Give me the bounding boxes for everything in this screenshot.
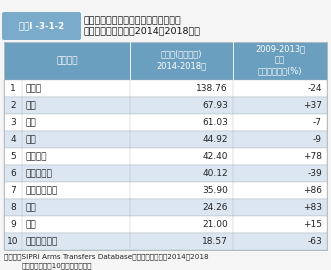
Text: -63: -63 [307, 237, 322, 246]
Text: 9: 9 [10, 220, 16, 229]
Text: -24: -24 [307, 84, 322, 93]
Text: 日本: 日本 [25, 220, 36, 229]
Text: シンガポール: シンガポール [25, 237, 57, 246]
Text: +86: +86 [303, 186, 322, 195]
FancyBboxPatch shape [4, 42, 327, 80]
Text: 21.00: 21.00 [202, 220, 228, 229]
FancyBboxPatch shape [4, 216, 327, 233]
Text: 2014-2018年: 2014-2018年 [157, 62, 207, 70]
Text: との: との [275, 56, 285, 65]
Text: アジア・大洋州における主要通常兵器: アジア・大洋州における主要通常兵器 [84, 16, 182, 25]
Text: +78: +78 [303, 152, 322, 161]
Text: 7: 7 [10, 186, 16, 195]
Text: 67.93: 67.93 [202, 101, 228, 110]
Text: パキスタン: パキスタン [25, 169, 52, 178]
Text: 豪州: 豪州 [25, 101, 36, 110]
Text: -7: -7 [313, 118, 322, 127]
Text: 44.92: 44.92 [203, 135, 228, 144]
Text: +83: +83 [303, 203, 322, 212]
Text: 2: 2 [10, 101, 16, 110]
Text: （注）「SIPRI Arms Transfers Database」をもとに作成。2014～2018: （注）「SIPRI Arms Transfers Database」をもとに作成… [4, 253, 209, 260]
Text: 4: 4 [10, 135, 16, 144]
FancyBboxPatch shape [4, 165, 327, 182]
Text: 42.40: 42.40 [203, 152, 228, 161]
Text: 韓国: 韓国 [25, 135, 36, 144]
Text: 輸入額(億米ドル): 輸入額(億米ドル) [161, 49, 202, 59]
Text: 2009-2013年: 2009-2013年 [255, 45, 305, 53]
FancyBboxPatch shape [4, 97, 327, 114]
Text: 台湾: 台湾 [25, 203, 36, 212]
Text: 61.03: 61.03 [202, 118, 228, 127]
Text: -39: -39 [307, 169, 322, 178]
Text: 24.26: 24.26 [203, 203, 228, 212]
Text: 35.90: 35.90 [202, 186, 228, 195]
Text: 138.76: 138.76 [196, 84, 228, 93]
FancyBboxPatch shape [4, 148, 327, 165]
FancyBboxPatch shape [4, 114, 327, 131]
Text: ベトナム: ベトナム [25, 152, 46, 161]
Text: インドネシア: インドネシア [25, 186, 57, 195]
Text: 6: 6 [10, 169, 16, 178]
Text: 図表Ⅰ -3-1-2: 図表Ⅰ -3-1-2 [19, 22, 64, 31]
FancyBboxPatch shape [2, 12, 81, 40]
FancyBboxPatch shape [4, 80, 327, 97]
Text: 18.57: 18.57 [202, 237, 228, 246]
Text: 40.12: 40.12 [202, 169, 228, 178]
Text: +37: +37 [303, 101, 322, 110]
Text: 年の輸入額上位10ヶ国のみ表記。: 年の輸入額上位10ヶ国のみ表記。 [22, 262, 92, 269]
Text: +15: +15 [303, 220, 322, 229]
Text: 中国: 中国 [25, 118, 36, 127]
FancyBboxPatch shape [4, 233, 327, 250]
Text: インド: インド [25, 84, 41, 93]
Text: 10: 10 [7, 237, 19, 246]
Text: 3: 3 [10, 118, 16, 127]
FancyBboxPatch shape [4, 199, 327, 216]
Text: 8: 8 [10, 203, 16, 212]
Text: 1: 1 [10, 84, 16, 93]
Text: 5: 5 [10, 152, 16, 161]
Text: の輸入額推移状況（2014～2018年）: の輸入額推移状況（2014～2018年） [84, 26, 201, 35]
Text: -9: -9 [313, 135, 322, 144]
FancyBboxPatch shape [4, 131, 327, 148]
Text: 国・地域: 国・地域 [56, 56, 78, 66]
Text: 輸入額の比較(%): 輸入額の比較(%) [258, 66, 302, 76]
FancyBboxPatch shape [4, 182, 327, 199]
